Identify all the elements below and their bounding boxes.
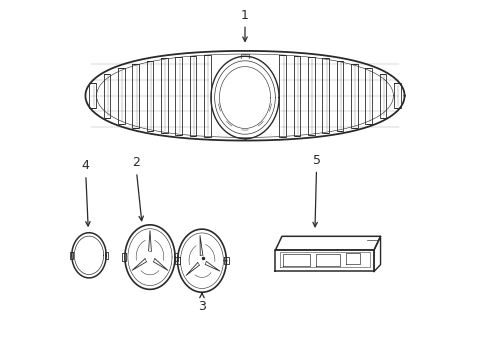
Text: 1: 1: [241, 9, 249, 41]
Text: 4: 4: [81, 159, 90, 226]
Text: 5: 5: [313, 154, 321, 227]
Text: 3: 3: [198, 293, 206, 313]
Text: 2: 2: [132, 156, 144, 221]
